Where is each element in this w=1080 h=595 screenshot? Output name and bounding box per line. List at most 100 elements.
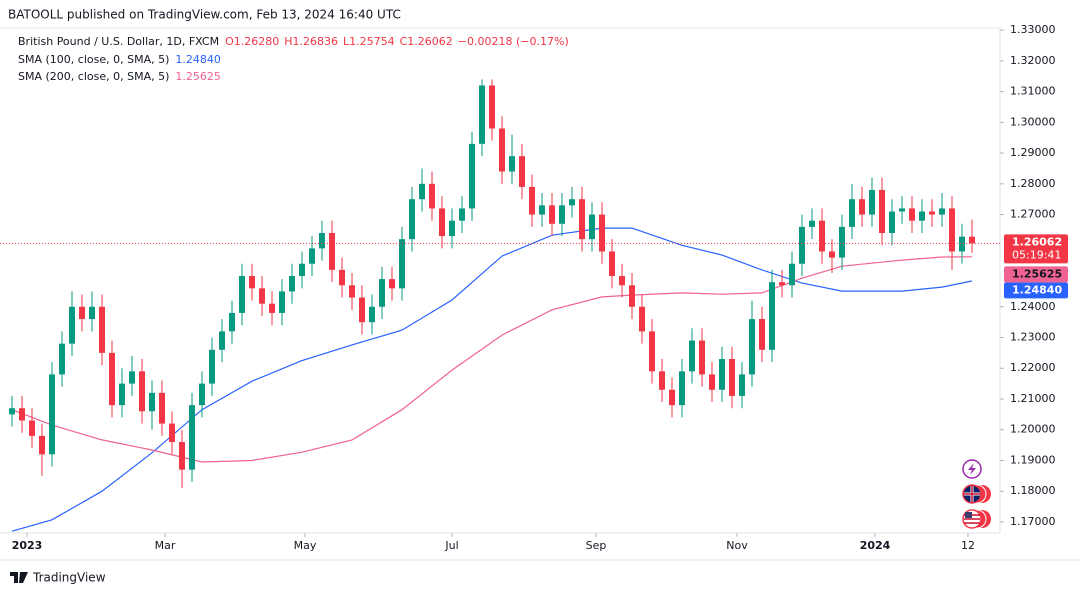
candle-body xyxy=(99,306,105,353)
candle-body xyxy=(639,306,645,332)
candle-body xyxy=(589,214,595,240)
candle-body xyxy=(609,251,615,277)
candle-body xyxy=(839,226,845,258)
candle-body xyxy=(499,128,505,172)
brand: TradingView xyxy=(10,571,106,585)
candle-body xyxy=(909,208,915,221)
candle-body xyxy=(829,251,835,258)
candle-body xyxy=(309,248,315,264)
candle-body xyxy=(429,183,435,209)
candle-body xyxy=(899,208,905,212)
candle-body xyxy=(449,220,455,237)
candle-body xyxy=(369,306,375,323)
candle-body xyxy=(199,383,205,406)
tv-logo xyxy=(10,572,28,583)
candle-body xyxy=(299,263,305,277)
candle-body xyxy=(579,199,585,240)
candle-body xyxy=(469,143,475,209)
candle-body xyxy=(339,269,345,286)
candle-body xyxy=(619,276,625,286)
candle-body xyxy=(849,199,855,227)
candle-body xyxy=(159,392,165,424)
candle-body xyxy=(229,312,235,332)
last-price-tag xyxy=(1004,234,1068,264)
candle-body xyxy=(929,211,935,215)
candle-body xyxy=(749,319,755,375)
candle-body xyxy=(889,211,895,234)
indicator-value: 1.24840 xyxy=(175,53,221,66)
side-icons xyxy=(962,459,991,529)
ohlc-label: O1.26280 xyxy=(225,35,279,48)
candle-body xyxy=(789,263,795,286)
icon-cross xyxy=(964,486,980,502)
candle-body xyxy=(9,408,15,415)
indicator-value: 1.25625 xyxy=(175,70,221,83)
y-tick-label: 1.21000 xyxy=(1010,392,1056,405)
candle-body xyxy=(79,306,85,320)
y-tick-label: 1.28000 xyxy=(1010,177,1056,190)
candle-body xyxy=(399,239,405,289)
candle-body xyxy=(209,349,215,384)
candle-body xyxy=(479,85,485,144)
candle-body xyxy=(919,211,925,221)
candle-body xyxy=(569,199,575,206)
candle-body xyxy=(629,285,635,307)
candle-body xyxy=(119,383,125,406)
candle-body xyxy=(389,279,395,289)
candle-body xyxy=(459,208,465,221)
candle-body xyxy=(329,233,335,270)
candle-body xyxy=(49,374,55,455)
ohlc-label: H1.26836 xyxy=(284,35,338,48)
candle-body xyxy=(859,199,865,215)
candle-body xyxy=(69,306,75,344)
candle-body xyxy=(539,205,545,215)
y-tick-label: 1.20000 xyxy=(1010,423,1056,436)
candle-body xyxy=(649,331,655,372)
candle-body xyxy=(739,374,745,396)
y-tick-label: 1.32000 xyxy=(1010,54,1056,67)
y-tick-label: 1.24000 xyxy=(1010,300,1056,313)
candle-body xyxy=(699,340,705,375)
candle-body xyxy=(439,208,445,237)
candle-body xyxy=(289,276,295,292)
candle-body xyxy=(939,208,945,215)
candle-body xyxy=(89,306,95,320)
x-tick-label: 2024 xyxy=(860,539,891,552)
change-label: −0.00218 (−0.17%) xyxy=(458,35,569,48)
x-tick-label: Jul xyxy=(444,539,458,552)
candle-body xyxy=(59,343,65,375)
sma-line xyxy=(11,256,973,463)
x-tick-label: 12 xyxy=(961,539,975,552)
candle-body xyxy=(149,392,155,412)
brand-name: TradingView xyxy=(32,571,106,585)
symbol-title: British Pound / U.S. Dollar, 1D, FXCM xyxy=(18,35,219,48)
candle-body xyxy=(359,297,365,323)
candle-body xyxy=(519,156,525,187)
sma-price-label: 1.25625 xyxy=(1012,267,1062,280)
candle-body xyxy=(179,442,185,470)
candle-body xyxy=(959,236,965,252)
sma-price-label: 1.24840 xyxy=(1012,283,1062,296)
candle-body xyxy=(269,303,275,313)
candle-body xyxy=(709,374,715,390)
candle-body xyxy=(559,205,565,224)
candle-body xyxy=(659,371,665,390)
candle-body xyxy=(19,408,25,421)
icon-canton xyxy=(965,512,972,518)
candle-body xyxy=(679,371,685,406)
candle-body xyxy=(669,389,675,406)
candle-body xyxy=(129,371,135,384)
y-tick-label: 1.18000 xyxy=(1010,484,1056,497)
candle-body xyxy=(109,352,115,406)
y-tick-label: 1.30000 xyxy=(1010,115,1056,128)
candle-body xyxy=(409,199,415,240)
candle-body xyxy=(769,282,775,350)
candle-body xyxy=(489,85,495,129)
candle-body xyxy=(509,156,515,172)
candle-body xyxy=(809,220,815,227)
publisher: BATOOLL published on TradingView.com, Fe… xyxy=(8,8,401,22)
candle-body xyxy=(549,205,555,224)
candle-body xyxy=(219,331,225,350)
y-tick-label: 1.22000 xyxy=(1010,361,1056,374)
